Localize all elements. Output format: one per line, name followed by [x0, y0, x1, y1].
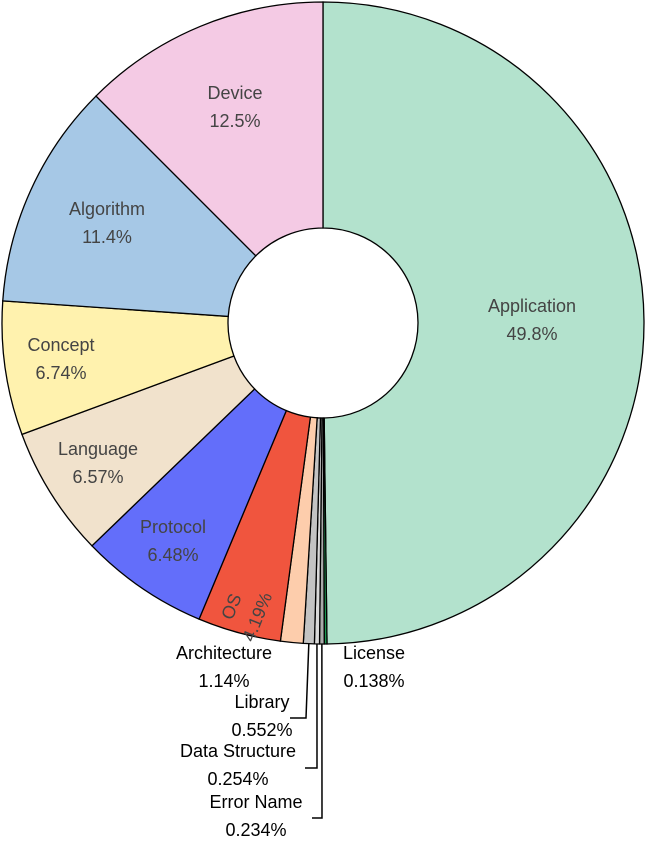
label-value-device: 12.5%	[209, 111, 260, 131]
label-name-language: Language	[58, 439, 138, 459]
label-application: Application 49.8%	[488, 296, 576, 344]
label-name-data-structure: Data Structure	[180, 741, 296, 761]
label-name-library: Library	[234, 692, 289, 712]
leader-lines	[290, 643, 323, 819]
slice-device	[95, 1, 324, 257]
label-value-architecture: 1.14%	[198, 671, 249, 691]
label-value-library: 0.552%	[231, 720, 292, 740]
leader-error-name	[312, 643, 323, 819]
label-value-algorithm: 11.4%	[82, 227, 132, 247]
label-algorithm: Algorithm 11.4%	[69, 199, 145, 247]
slice-labels: Application 49.8% License 0.138% Error Name 0…	[27, 83, 576, 840]
label-language: Language 6.57%	[58, 439, 138, 487]
label-value-protocol: 6.48%	[147, 545, 198, 565]
label-architecture: Architecture 1.14%	[176, 643, 272, 691]
label-name-license: License	[343, 643, 405, 663]
label-name-error-name: Error Name	[209, 792, 302, 812]
label-data-structure: Data Structure 0.254%	[180, 741, 296, 789]
label-name-application: Application	[488, 296, 576, 316]
label-value-application: 49.8%	[506, 324, 557, 344]
leader-data-structure	[305, 643, 318, 769]
slice-algorithm	[2, 95, 257, 318]
label-license: License 0.138%	[343, 643, 405, 691]
label-value-data-structure: 0.254%	[207, 769, 268, 789]
slice-application	[322, 1, 645, 645]
label-name-algorithm: Algorithm	[69, 199, 145, 219]
label-library: Library 0.552%	[231, 692, 292, 740]
slice-concept	[1, 300, 235, 436]
label-device: Device 12.5%	[207, 83, 262, 131]
label-value-concept: 6.74%	[35, 363, 86, 383]
label-error-name: Error Name 0.234%	[209, 792, 302, 840]
label-name-architecture: Architecture	[176, 643, 272, 663]
leader-library	[290, 643, 310, 719]
label-name-protocol: Protocol	[140, 517, 206, 537]
label-name-device: Device	[207, 83, 262, 103]
label-value-error-name: 0.234%	[225, 820, 286, 840]
label-concept: Concept 6.74%	[27, 335, 94, 383]
label-value-language: 6.57%	[72, 467, 123, 487]
label-name-concept: Concept	[27, 335, 94, 355]
label-value-license: 0.138%	[343, 671, 404, 691]
donut-slices	[1, 1, 645, 645]
label-protocol: Protocol 6.48%	[140, 517, 206, 565]
